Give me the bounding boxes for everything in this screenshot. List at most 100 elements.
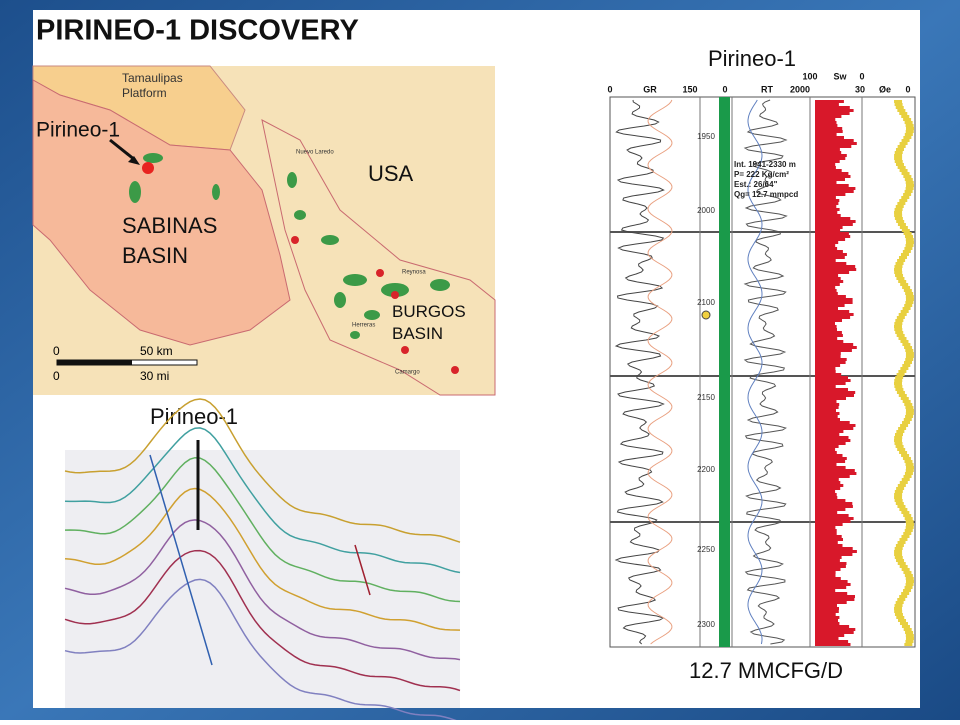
sw-fill xyxy=(815,517,854,520)
phi-fill xyxy=(900,424,909,427)
phi-fill xyxy=(894,553,903,556)
phi-fill xyxy=(894,268,903,271)
sw-fill xyxy=(815,364,841,367)
sw-fill xyxy=(815,412,840,415)
sw-fill xyxy=(815,118,836,121)
sw-fill xyxy=(815,292,838,295)
phi-fill xyxy=(905,523,914,526)
log-header: GR xyxy=(643,84,657,94)
sw-fill xyxy=(815,577,841,580)
sw-fill xyxy=(815,385,836,388)
phi-fill xyxy=(894,433,903,436)
phi-fill xyxy=(897,505,906,508)
phi-fill xyxy=(895,445,904,448)
phi-fill xyxy=(902,286,911,289)
sw-fill xyxy=(815,298,853,301)
phi-fill xyxy=(896,559,905,562)
phi-fill xyxy=(897,598,906,601)
sw-fill xyxy=(815,562,847,565)
sw-fill xyxy=(815,202,839,205)
phi-fill xyxy=(904,178,913,181)
log-header: 0 xyxy=(859,71,864,81)
sw-fill xyxy=(815,184,849,187)
phi-fill xyxy=(894,607,903,610)
phi-fill xyxy=(904,235,913,238)
sw-fill xyxy=(815,496,838,499)
sw-fill xyxy=(815,100,844,103)
horizon xyxy=(64,519,461,661)
sw-fill xyxy=(815,370,836,373)
phi-fill xyxy=(905,406,914,409)
sw-fill xyxy=(815,244,836,247)
phi-fill xyxy=(900,367,909,370)
sw-fill xyxy=(815,523,843,526)
phi-fill xyxy=(905,181,914,184)
sw-fill xyxy=(815,169,842,172)
sw-fill xyxy=(815,352,841,355)
sw-fill xyxy=(815,631,854,634)
sw-fill xyxy=(815,547,853,550)
sw-fill xyxy=(815,448,836,451)
sw-fill xyxy=(815,565,846,568)
sw-fill xyxy=(815,433,840,436)
sw-fill xyxy=(815,343,854,346)
sw-fill xyxy=(815,163,836,166)
sw-fill xyxy=(815,415,838,418)
phi-fill xyxy=(905,463,914,466)
sw-fill xyxy=(815,382,846,385)
phi-fill xyxy=(903,628,912,631)
phi-fill xyxy=(899,481,908,484)
sw-fill xyxy=(815,640,849,643)
phi-fill xyxy=(897,259,906,262)
label-text: BURGOS xyxy=(392,302,466,321)
phi-fill xyxy=(901,115,910,118)
phi-fill xyxy=(897,166,906,169)
log-header: 0 xyxy=(722,84,727,94)
sw-fill xyxy=(815,586,847,589)
sw-fill xyxy=(815,475,850,478)
phi-fill xyxy=(899,169,908,172)
fault xyxy=(354,544,371,596)
pay-bar xyxy=(719,97,730,647)
phi-fill xyxy=(894,499,903,502)
town-label: Herreras xyxy=(352,323,375,329)
sw-fill xyxy=(815,277,841,280)
sw-fill xyxy=(815,226,843,229)
phi-fill xyxy=(905,301,914,304)
sw-fill xyxy=(815,139,854,142)
sw-fill xyxy=(815,406,839,409)
sw-fill xyxy=(815,214,841,217)
sw-fill xyxy=(815,454,843,457)
sw-fill xyxy=(815,115,842,118)
annotation-line: Int. 1941-2330 m xyxy=(734,160,796,169)
phi-fill xyxy=(898,256,907,259)
sw-fill xyxy=(815,583,851,586)
depth-label: 2300 xyxy=(697,620,715,629)
phi-fill xyxy=(904,190,913,193)
sw-fill xyxy=(815,142,857,145)
sw-fill xyxy=(815,628,856,631)
phi-fill xyxy=(905,415,914,418)
sw-fill xyxy=(815,538,843,541)
sw-fill xyxy=(815,325,837,328)
sw-fill xyxy=(815,397,846,400)
sw-fill xyxy=(815,223,853,226)
log-header: 30 xyxy=(855,84,865,94)
sw-fill xyxy=(815,136,844,139)
phi-fill xyxy=(894,436,903,439)
phi-fill xyxy=(895,376,904,379)
sw-fill xyxy=(815,430,844,433)
sw-fill xyxy=(815,394,854,397)
phi-fill xyxy=(905,352,914,355)
depth-label: 2000 xyxy=(697,206,715,215)
sw-fill xyxy=(815,205,837,208)
phi-fill xyxy=(903,589,912,592)
sw-fill xyxy=(815,466,846,469)
sw-fill xyxy=(815,121,837,124)
phi-fill xyxy=(895,106,904,109)
depth-label: 2100 xyxy=(697,298,715,307)
sw-fill xyxy=(815,436,849,439)
sw-fill xyxy=(815,487,841,490)
sw-fill xyxy=(815,286,836,289)
